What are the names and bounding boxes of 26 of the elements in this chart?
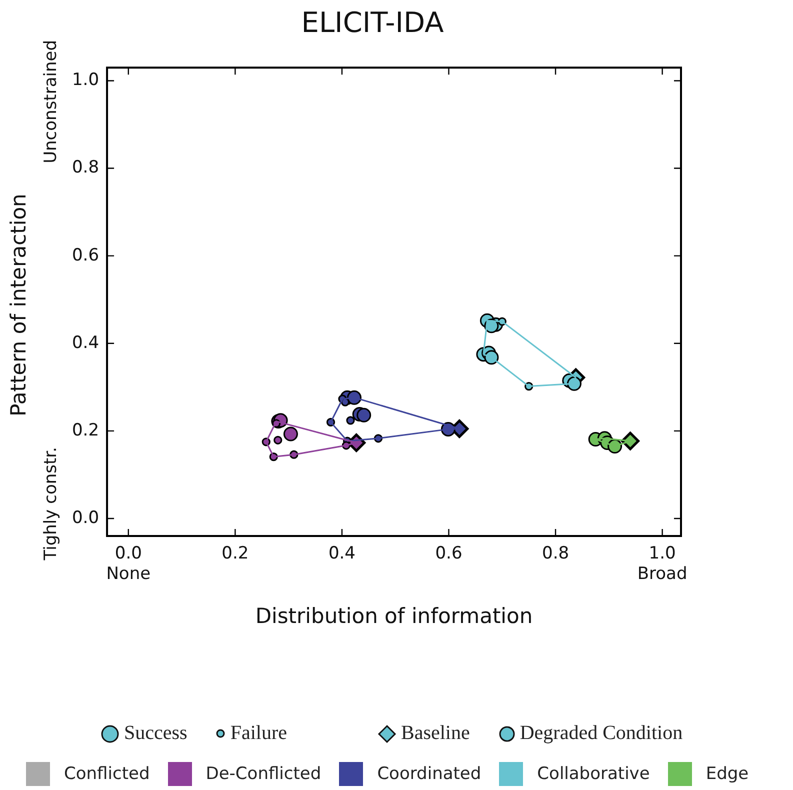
legend-label: De-Conflicted (206, 764, 322, 784)
text: Baseline (400, 722, 470, 745)
y-tick-label: 0.0 (72, 508, 100, 528)
x-tick-label: 0.4 (328, 544, 356, 564)
x-tick-label: 0.6 (435, 544, 462, 564)
legend-label: Edge (706, 764, 749, 784)
x-axis-title: Distribution of information (255, 604, 533, 628)
x-tick-label: 0.0 None (106, 544, 151, 584)
x-tick-label: 0.8 (542, 544, 570, 564)
text: Unconstrained (41, 40, 61, 164)
y-tick-label: 0.2 (72, 420, 100, 440)
y-axis-title: Pattern of interaction (6, 194, 30, 416)
x-tick-label: 0.2 (222, 544, 249, 564)
legend-label: Conflicted (64, 764, 150, 784)
y-tick-label: 0.4 (72, 332, 100, 353)
legend-label: Collaborative (537, 764, 650, 784)
text: Tighly constr. (41, 446, 61, 560)
chart-title: ELICIT-IDA (301, 6, 444, 40)
text: Success (124, 722, 188, 745)
y-tick-label: 0.8 (72, 158, 100, 178)
y-tick-label: 0.6 (72, 245, 100, 266)
text: Failure (230, 722, 287, 745)
x-tick-label: 1.0 Broad (637, 544, 688, 584)
y-tick-label: 1.0 (72, 70, 100, 90)
legend-label: Coordinated (377, 764, 482, 784)
text: Degraded Condition (520, 722, 683, 745)
